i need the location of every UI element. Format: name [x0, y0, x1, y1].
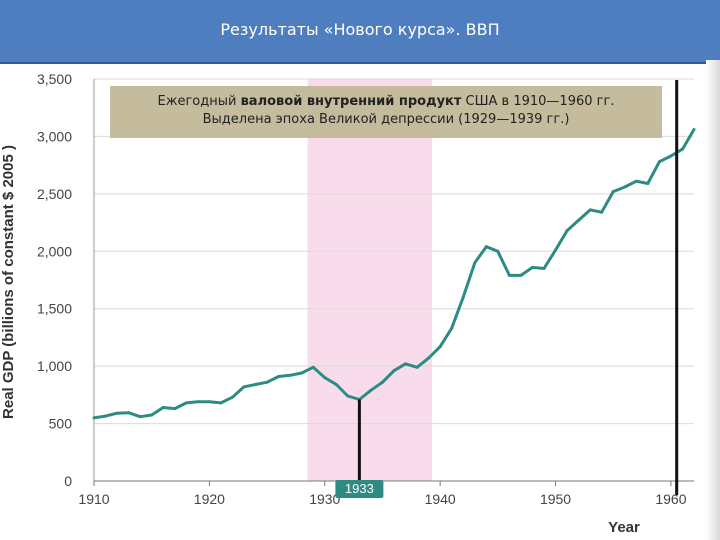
y-tick-label: 3,500: [37, 71, 72, 87]
y-tick-label: 500: [49, 416, 73, 432]
gdp-data-point: [600, 210, 604, 214]
slide-edge-shadow: [706, 60, 720, 540]
x-tick-label: 1960: [655, 491, 686, 507]
gdp-data-point: [380, 380, 384, 384]
gdp-data-point: [646, 182, 650, 186]
gdp-data-point: [450, 326, 454, 330]
gdp-data-point: [427, 356, 431, 360]
y-tick-label: 2,000: [37, 243, 72, 259]
x-tick-label: 1940: [425, 491, 456, 507]
gdp-data-point: [496, 249, 500, 253]
caption-line-1-suffix: США в 1910—1960 гг.: [461, 94, 615, 109]
gdp-data-point: [219, 401, 223, 405]
gdp-data-point: [334, 383, 338, 387]
gdp-data-point: [311, 365, 315, 369]
gdp-data-point: [692, 128, 696, 132]
marker-label-1933: 1933: [345, 481, 374, 496]
gdp-data-point: [577, 218, 581, 222]
caption-line-1-bold: валовой внутренний продукт: [240, 94, 462, 109]
gdp-data-point: [680, 147, 684, 151]
gdp-data-point: [265, 380, 269, 384]
x-tick-label: 1920: [194, 491, 225, 507]
gdp-data-point: [300, 371, 304, 375]
gdp-data-point: [657, 160, 661, 164]
gdp-data-point: [611, 190, 615, 194]
gdp-data-point: [473, 261, 477, 265]
gdp-data-point: [369, 388, 373, 392]
title-banner-background: [0, 0, 720, 64]
gdp-data-point: [415, 365, 419, 369]
gdp-data-point: [127, 411, 131, 415]
gdp-data-point: [138, 415, 142, 419]
x-tick-label: 1950: [540, 491, 571, 507]
caption-line-1-prefix: Ежегодный: [157, 94, 241, 109]
gdp-data-point: [161, 405, 165, 409]
gdp-data-point: [115, 411, 119, 415]
gdp-data-point: [230, 395, 234, 399]
gdp-data-point: [461, 295, 465, 299]
gdp-data-point: [207, 400, 211, 404]
gdp-data-point: [484, 245, 488, 249]
gdp-data-point: [542, 267, 546, 271]
gdp-data-point: [104, 414, 108, 418]
x-tick-label: 1910: [78, 491, 109, 507]
gdp-data-point: [588, 208, 592, 212]
y-tick-label: 2,500: [37, 186, 72, 202]
gdp-data-point: [92, 416, 96, 420]
gdp-data-point: [565, 229, 569, 233]
caption-line-2: Выделена эпоха Великой депрессии (1929—1…: [202, 112, 570, 127]
gdp-data-point: [438, 345, 442, 349]
gdp-data-point: [196, 400, 200, 404]
gdp-data-point: [519, 273, 523, 277]
y-tick-label: 3,000: [37, 128, 72, 144]
gdp-data-point: [173, 407, 177, 411]
chart-caption: Ежегодный валовой внутренний продукт США…: [110, 86, 662, 138]
caption-line-1: Ежегодный валовой внутренний продукт США…: [110, 93, 662, 111]
gdp-data-point: [507, 273, 511, 277]
x-axis-title: Year: [608, 519, 640, 536]
gdp-data-point: [530, 265, 534, 269]
slide-title: Результаты «Нового курса». ВВП: [220, 20, 500, 39]
gdp-data-point: [150, 413, 154, 417]
gdp-data-point: [323, 376, 327, 380]
gdp-data-point: [184, 401, 188, 405]
gdp-data-point: [669, 154, 673, 158]
title-banner: Результаты «Нового курса». ВВП: [0, 0, 720, 68]
gdp-data-point: [288, 373, 292, 377]
gdp-data-point: [623, 185, 627, 189]
gdp-data-point: [346, 394, 350, 398]
gdp-data-point: [554, 248, 558, 252]
y-tick-label: 1,000: [37, 358, 72, 374]
y-tick-label: 0: [64, 473, 72, 489]
depression-highlight-band: [307, 79, 433, 481]
y-axis-title: Real GDP (billions of constant $ 2005 ): [0, 145, 17, 419]
gdp-data-point: [277, 374, 281, 378]
marker-label-box: [335, 480, 384, 498]
gdp-data-point: [634, 179, 638, 183]
gdp-data-point: [404, 362, 408, 366]
gdp-data-point: [242, 385, 246, 389]
gdp-data-point: [254, 383, 258, 387]
x-tick-label: 1930: [309, 491, 340, 507]
gdp-data-point: [392, 369, 396, 373]
y-tick-label: 1,500: [37, 301, 72, 317]
